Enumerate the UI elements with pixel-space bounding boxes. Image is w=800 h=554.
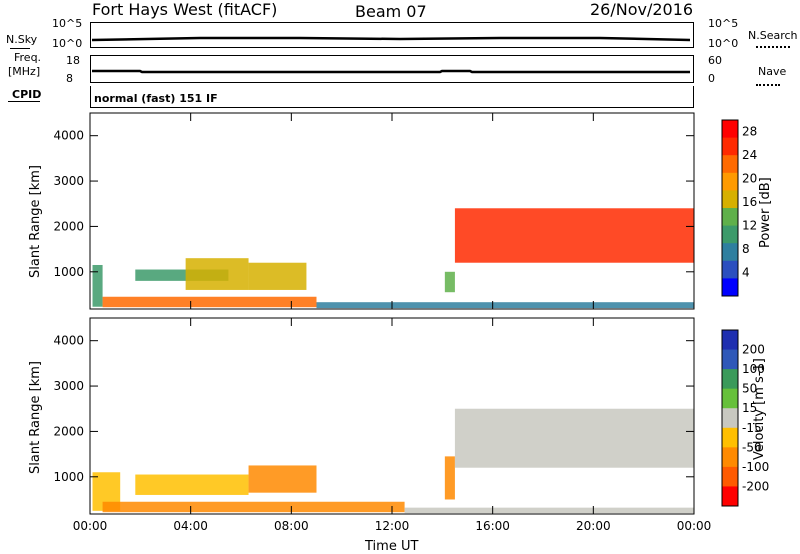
- nave-legend-line: [756, 84, 780, 86]
- nsearch-tick-bottom: 10^0: [708, 37, 739, 50]
- power-ytick-label-3: 4000: [53, 129, 84, 143]
- velocity-scatter-region-4: [248, 465, 317, 493]
- velocity-ytick-label-3: 4000: [53, 334, 84, 348]
- power-scatter-region-7: [454, 208, 694, 263]
- velocity-colorbar-segment-5: [722, 427, 738, 448]
- power-colorbar-tick-5: 24: [742, 148, 757, 162]
- nave-label: Nave: [758, 65, 787, 78]
- power-colorbar-tick-2: 12: [742, 219, 757, 233]
- velocity-colorbar-segment-3: [722, 388, 738, 409]
- velocity-colorbar-segment-8: [722, 486, 738, 507]
- freq-unit-label: [MHz]: [8, 65, 41, 78]
- velocity-xtick-label-0: 00:00: [73, 519, 108, 533]
- velocity-colorbar-segment-0: [722, 330, 738, 351]
- cpid-underline: [8, 101, 40, 102]
- velocity-ytick-label-1: 2000: [53, 424, 84, 438]
- power-scatter-region-4: [185, 258, 249, 290]
- power-ytick-label-1: 2000: [53, 219, 84, 233]
- power-ytick-label-0: 1000: [53, 265, 84, 279]
- velocity-xtick-label-1: 04:00: [173, 519, 208, 533]
- date-label: 26/Nov/2016: [590, 0, 694, 19]
- beam-label: Beam 07: [355, 2, 427, 21]
- velocity-colorbar-segment-1: [722, 349, 738, 370]
- velocity-colorbar-tick-4: -15: [742, 421, 762, 435]
- freq-label: Freq.: [14, 51, 42, 64]
- velocity-colorbar-tick-1: 100: [742, 362, 765, 376]
- velocity-ytick-label-2: 3000: [53, 379, 84, 393]
- velocity-colorbar-frame: [721, 329, 739, 507]
- power-colorbar-segment-3: [722, 172, 738, 191]
- power-colorbar-tick-3: 16: [742, 195, 757, 209]
- time-axis-label: Time UT: [365, 539, 419, 554]
- velocity-colorbar-tick-2: 50: [742, 382, 757, 396]
- nave-tick-top: 60: [708, 54, 722, 67]
- freq-panel: [90, 55, 694, 83]
- power-colorbar-segment-2: [722, 155, 738, 174]
- nsky-legend-line: [10, 48, 30, 49]
- nave-tick-bottom: 0: [708, 72, 715, 85]
- velocity-colorbar-segment-7: [722, 466, 738, 487]
- power-colorbar-segment-1: [722, 137, 738, 156]
- freq-tick-bottom: 8: [66, 72, 73, 85]
- power-colorbar-frame: [721, 119, 739, 297]
- power-colorbar-segment-0: [722, 120, 738, 139]
- power-colorbar-segment-8: [722, 260, 738, 279]
- velocity-xtick-label-2: 08:00: [274, 519, 309, 533]
- nsearch-label: N.Search: [748, 29, 798, 42]
- velocity-colorbar-tick-0: 200: [742, 343, 765, 357]
- velocity-scatter-region-1: [102, 501, 405, 513]
- velocity-xtick-label-5: 20:00: [576, 519, 611, 533]
- nsearch-tick-top: 10^5: [708, 17, 739, 30]
- velocity-ytick-label-0: 1000: [53, 470, 84, 484]
- freq-trace: [92, 69, 690, 74]
- velocity-colorbar-tick-7: -200: [742, 479, 769, 493]
- nsky-tick-bottom: 10^0: [52, 37, 83, 50]
- power-colorbar-tick-6: 28: [742, 125, 757, 139]
- velocity-colorbar-segment-2: [722, 369, 738, 390]
- cpid-label: CPID: [12, 88, 42, 101]
- power-colorbar-tick-0: 4: [742, 266, 750, 280]
- velocity-xtick-label-4: 16:00: [475, 519, 510, 533]
- power-colorbar-tick-1: 8: [742, 242, 750, 256]
- power-colorbar-segment-4: [722, 190, 738, 209]
- nsky-trace: [91, 36, 691, 42]
- velocity-colorbar-tick-5: -50: [742, 440, 762, 454]
- power-scatter-region-6: [444, 271, 455, 293]
- power-scatter-region-0: [92, 264, 103, 307]
- velocity-xtick-label-3: 12:00: [375, 519, 410, 533]
- velocity-scatter-region-3: [135, 474, 249, 495]
- power-colorbar-segment-9: [722, 278, 738, 297]
- power-colorbar-segment-6: [722, 225, 738, 244]
- cpid-panel: [90, 86, 694, 108]
- velocity-colorbar-tick-3: 15: [742, 401, 757, 415]
- power-scatter-region-1: [102, 296, 317, 308]
- nsky-tick-top: 10^5: [52, 17, 83, 30]
- power-ytick-label-2: 3000: [53, 174, 84, 188]
- velocity-scatter-region-6: [454, 408, 694, 468]
- velocity-colorbar-segment-4: [722, 408, 738, 429]
- velocity-xtick-label-6: 00:00: [677, 519, 712, 533]
- power-scatter-region-2: [316, 302, 694, 309]
- cpid-value: normal (fast) 151 IF: [94, 92, 218, 105]
- velocity-scatter-region-2: [404, 507, 694, 514]
- station-title: Fort Hays West (fitACF): [92, 0, 278, 19]
- velocity-scatter-region-5: [444, 456, 455, 500]
- nsky-panel: [90, 22, 694, 48]
- nsearch-legend-line: [756, 46, 790, 48]
- freq-tick-top: 18: [66, 54, 80, 67]
- nsky-label: N.Sky: [6, 33, 38, 46]
- power-scatter-region-5: [248, 262, 307, 290]
- power-colorbar-tick-4: 20: [742, 172, 757, 186]
- power-colorbar-segment-7: [722, 243, 738, 262]
- velocity-colorbar-segment-6: [722, 447, 738, 468]
- power-colorbar-segment-5: [722, 208, 738, 227]
- power-scatter-region-3: [135, 269, 229, 281]
- velocity-colorbar-tick-6: -100: [742, 460, 769, 474]
